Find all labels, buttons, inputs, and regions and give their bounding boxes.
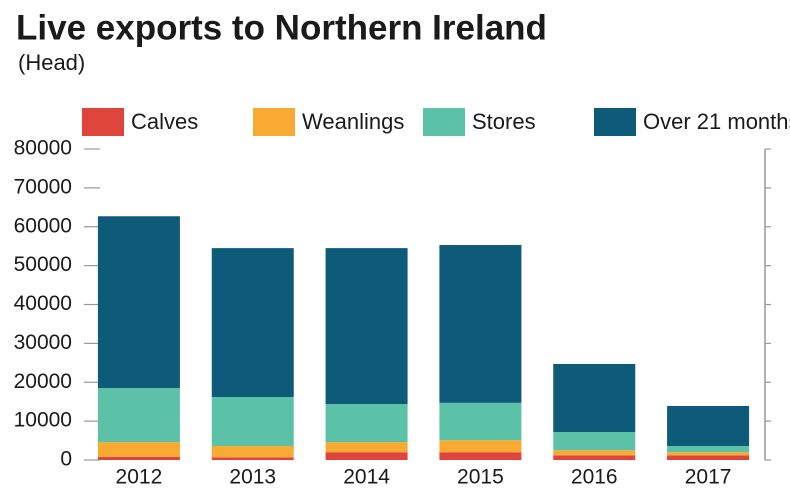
bar-segment [667,405,750,447]
bar-segment [439,440,522,453]
x-tick-label: 2015 [457,466,504,489]
x-tick-label: 2017 [685,466,732,489]
bar-segment [439,402,522,441]
bar-segment [667,446,750,453]
legend-label: Weanlings [302,109,404,134]
legend-label: Over 21 months [643,109,790,134]
bar-segment [439,245,522,403]
legend-swatch [423,108,465,136]
legend-label: Calves [131,109,198,134]
legend-label: Stores [472,109,536,134]
y-tick-label: 0 [60,448,72,471]
bar-segment [553,450,636,456]
bar-segment [97,456,180,460]
x-tick-label: 2016 [571,466,618,489]
bar-segment [325,404,408,443]
bar-segment [97,442,180,457]
bar-segment [211,248,294,398]
chart-title: Live exports to Northern Ireland [16,8,547,47]
bar-segment [325,442,408,453]
x-tick-label: 2013 [229,466,276,489]
x-tick-label: 2014 [343,466,390,489]
bar-segment [211,397,294,447]
bar-segment [211,457,294,460]
y-tick-label: 80000 [14,137,72,160]
chart-subtitle: (Head) [18,50,85,75]
y-tick-label: 50000 [14,253,72,276]
y-tick-label: 20000 [14,370,72,393]
legend-swatch [253,108,295,136]
bar-segment [97,216,180,389]
y-tick-label: 10000 [14,409,72,432]
y-tick-label: 60000 [14,214,72,237]
bar-segment [553,432,636,451]
bar-segment [325,452,408,460]
bar-segment [553,363,636,433]
bar-segment [667,455,750,460]
bar-segment [97,388,180,443]
y-tick-label: 70000 [14,175,72,198]
bar-segment [439,452,522,460]
legend-swatch [82,108,124,136]
legend-swatch [594,108,636,136]
y-tick-label: 40000 [14,292,72,315]
bar-segment [211,446,294,458]
bar-segment [553,455,636,460]
bar-segment [325,248,408,405]
y-tick-label: 30000 [14,331,72,354]
bar-segment [667,452,750,456]
x-tick-label: 2012 [116,466,163,489]
